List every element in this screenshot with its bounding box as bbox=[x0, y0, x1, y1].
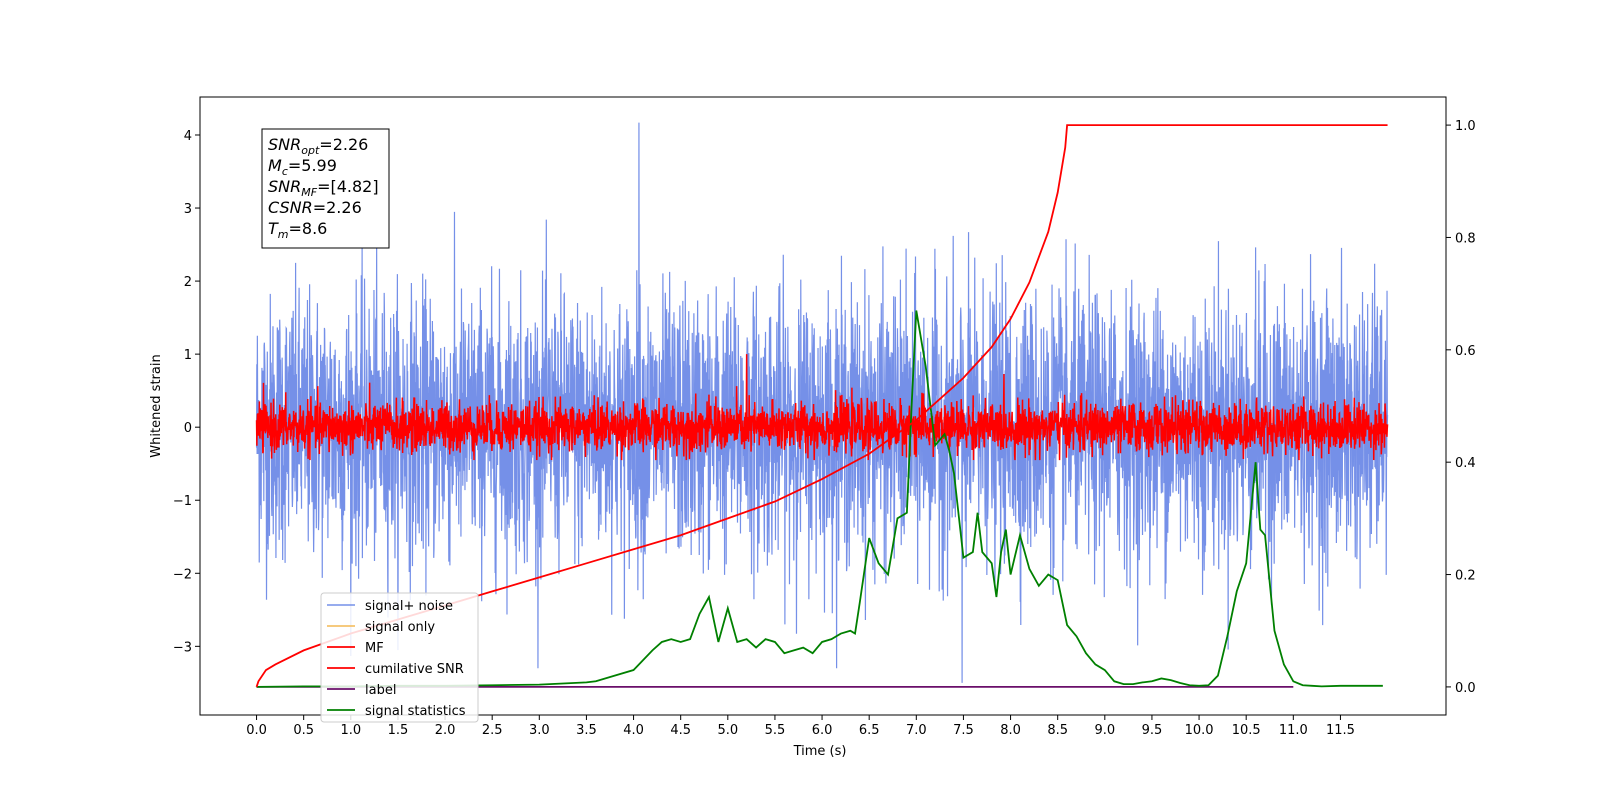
x-tick-label: 3.5 bbox=[576, 723, 597, 738]
legend-entry: signal+ noise bbox=[365, 599, 453, 614]
y-left-tick-label: −2 bbox=[173, 567, 192, 582]
x-tick-label: 5.5 bbox=[765, 723, 786, 738]
plot-frame bbox=[199, 96, 1447, 716]
y-axis-label: Whitened strain bbox=[149, 354, 164, 457]
y-right-tick-label: 0.6 bbox=[1455, 344, 1476, 359]
right-y-axis: 1.0 0.8 0.6 0.4 0.2 0.0 bbox=[1446, 119, 1476, 696]
legend-entry: signal only bbox=[365, 620, 435, 635]
x-tick-label: 10.0 bbox=[1185, 723, 1214, 738]
x-tick-label: 1.0 bbox=[340, 723, 361, 738]
x-tick-label: 6.5 bbox=[859, 723, 880, 738]
x-tick-label: 9.5 bbox=[1142, 723, 1163, 738]
y-left-tick-label: 4 bbox=[184, 129, 192, 144]
y-right-tick-label: 0.2 bbox=[1455, 569, 1476, 584]
info-box-frame bbox=[261, 128, 390, 249]
y-left-tick-label: 1 bbox=[184, 348, 192, 363]
x-tick-label: 0.5 bbox=[293, 723, 314, 738]
info-box-line: SNRopt=2.26 bbox=[268, 135, 368, 157]
legend-entry: signal statistics bbox=[365, 704, 466, 719]
x-tick-label: 11.5 bbox=[1326, 723, 1355, 738]
x-tick-label: 6.0 bbox=[812, 723, 833, 738]
signal-statistics-series bbox=[256, 310, 1383, 688]
x-tick-label: 2.5 bbox=[482, 723, 503, 738]
x-tick-label: 4.5 bbox=[670, 723, 691, 738]
info-box-line: Tm=8.6 bbox=[268, 219, 327, 241]
y-left-tick-label: 0 bbox=[184, 421, 192, 436]
x-tick-label: 10.5 bbox=[1232, 723, 1261, 738]
x-tick-label: 4.0 bbox=[623, 723, 644, 738]
x-tick-label: 0.0 bbox=[246, 723, 267, 738]
y-right-tick-label: 1.0 bbox=[1455, 119, 1476, 134]
x-tick-label: 9.0 bbox=[1094, 723, 1115, 738]
left-y-axis: 4 3 2 1 0 −1 −2 −3 bbox=[173, 129, 200, 655]
legend-entry: label bbox=[365, 683, 396, 698]
y-right-tick-label: 0.4 bbox=[1455, 456, 1476, 471]
y-left-tick-label: 3 bbox=[184, 202, 192, 217]
x-tick-label: 2.0 bbox=[435, 723, 456, 738]
x-tick-label: 8.0 bbox=[1000, 723, 1021, 738]
x-tick-label: 7.5 bbox=[953, 723, 974, 738]
y-left-tick-label: 2 bbox=[184, 275, 192, 290]
x-tick-label: 11.0 bbox=[1279, 723, 1308, 738]
legend-entry: cumilative SNR bbox=[365, 662, 464, 677]
legend-entry: MF bbox=[365, 641, 384, 656]
info-box-line: CSNR=2.26 bbox=[268, 198, 362, 217]
legend-frame bbox=[320, 592, 479, 723]
y-left-tick-label: −1 bbox=[173, 494, 192, 509]
info-box-line: Mc=5.99 bbox=[268, 156, 337, 178]
x-tick-label: 8.5 bbox=[1047, 723, 1068, 738]
info-box-line: SNRMF=[4.82] bbox=[268, 177, 379, 199]
x-tick-label: 3.0 bbox=[529, 723, 550, 738]
y-right-tick-label: 0.8 bbox=[1455, 231, 1476, 246]
x-axis: 0.0 0.5 1.0 1.5 2.0 2.5 3.0 3.5 4.0 4.5 5.0 5.5 6.0 6… bbox=[246, 715, 1355, 738]
y-right-tick-label: 0.0 bbox=[1455, 681, 1476, 696]
y-left-tick-label: −3 bbox=[173, 640, 192, 655]
legend: signal+ noise signal only MF cumilative SNR… bbox=[320, 592, 479, 723]
x-tick-label: 7.0 bbox=[906, 723, 927, 738]
mf-series bbox=[255, 354, 1389, 461]
x-tick-label: 1.5 bbox=[388, 723, 409, 738]
x-tick-label: 5.0 bbox=[717, 723, 738, 738]
x-axis-label: Time (s) bbox=[793, 744, 847, 759]
